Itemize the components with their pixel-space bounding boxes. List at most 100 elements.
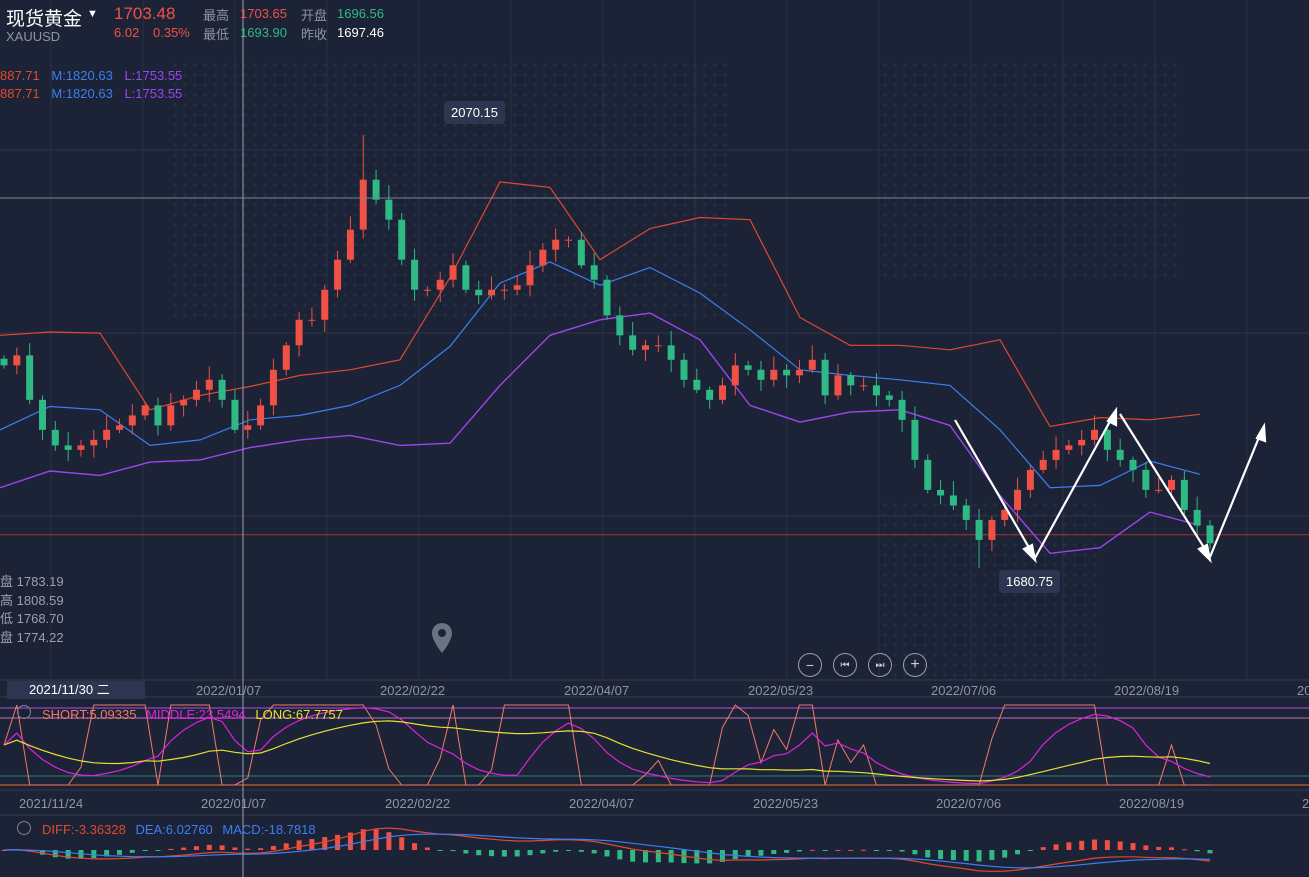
- macd-histogram-bar: [1181, 849, 1187, 851]
- macd-histogram-bar: [258, 848, 264, 850]
- candle-body: [334, 259, 342, 290]
- zoom-in-button[interactable]: +: [903, 653, 927, 677]
- candle-body: [488, 289, 496, 296]
- indicator-panel: [0, 704, 1309, 786]
- candle-body: [141, 405, 149, 416]
- boll-mid-value: M:1820.63: [51, 68, 113, 83]
- candle-body: [783, 369, 791, 376]
- macd-histogram-bar: [886, 850, 892, 851]
- zoom-out-button[interactable]: −: [798, 653, 822, 677]
- x-tick: 2022/07/06: [936, 796, 1002, 811]
- candle-body: [590, 265, 598, 280]
- candle-body: [975, 519, 983, 540]
- candle-body: [231, 399, 239, 430]
- x-tick: 2022/05/23: [748, 683, 814, 698]
- macd-settings-icon[interactable]: [17, 821, 31, 835]
- candle-body: [500, 289, 508, 291]
- candle-body: [346, 229, 354, 260]
- candle-body: [1103, 429, 1111, 450]
- candle-body: [1026, 469, 1034, 490]
- macd-histogram-bar: [373, 829, 379, 850]
- candle-body: [38, 399, 46, 430]
- macd-histogram-bar: [322, 837, 328, 850]
- macd-histogram-bar: [39, 850, 45, 855]
- macd-histogram-bar: [270, 845, 276, 850]
- macd-histogram-bar: [1040, 847, 1046, 850]
- macd-histogram-bar: [771, 850, 777, 854]
- candle-body: [693, 379, 701, 390]
- price-change-pct: 0.35%: [153, 25, 190, 40]
- x-tick: 2022/05/23: [753, 796, 819, 811]
- x-tick: 2022/07/06: [931, 683, 997, 698]
- dea-value: DEA:6.02760: [135, 822, 213, 837]
- macd-histogram-bar: [386, 832, 392, 850]
- macd-histogram-bar: [604, 850, 610, 857]
- candle-body: [1193, 509, 1201, 526]
- high-label: 最高: [203, 9, 230, 24]
- candle-body: [51, 429, 59, 446]
- low-value: 1693.90: [240, 25, 287, 40]
- candle-body: [1014, 489, 1022, 510]
- x-tick: 2022/08/19: [1114, 683, 1180, 698]
- candle-body: [949, 495, 957, 506]
- candle-body: [1065, 445, 1073, 450]
- candle-body: [770, 369, 778, 380]
- candle-body: [552, 239, 560, 250]
- macd-histogram-bar: [873, 850, 879, 851]
- candle-body: [475, 289, 483, 296]
- diff-value: DIFF:-3.36328: [42, 822, 126, 837]
- high-value: 1703.65: [240, 6, 287, 21]
- candle-body: [680, 359, 688, 380]
- candle-body: [90, 439, 98, 446]
- macd-histogram-bar: [463, 850, 469, 854]
- candle-body: [744, 365, 752, 370]
- macd-histogram-bar: [1156, 846, 1162, 850]
- x-tick: 2022/01/07: [196, 683, 262, 698]
- macd-histogram-bar: [1, 850, 7, 851]
- indicator-settings-icon[interactable]: [17, 705, 31, 719]
- open-value: 1696.56: [337, 6, 384, 21]
- candle-body: [757, 369, 765, 380]
- boll-lower-line: [0, 312, 1201, 555]
- macd-histogram-bar: [809, 849, 815, 851]
- ohlc-low: 低 1768.70: [0, 611, 64, 626]
- macd-histogram-bar: [412, 843, 418, 850]
- macd-histogram-bar: [566, 850, 572, 851]
- candle-body: [295, 319, 303, 346]
- instrument-title[interactable]: 现货黄金: [6, 8, 83, 30]
- candle-body: [411, 259, 419, 290]
- candle-body: [885, 395, 893, 400]
- arrow-down-2: [1119, 413, 1211, 558]
- candle-body: [718, 385, 726, 400]
- candle-body: [1039, 459, 1047, 470]
- scroll-end-button[interactable]: ⏭: [868, 653, 892, 677]
- boll-legend-row: 887.71 M:1820.63 L:1753.55: [0, 68, 182, 83]
- candle-body: [629, 335, 637, 350]
- diff-line: [3, 827, 1211, 872]
- macd-histogram-bar: [424, 847, 430, 850]
- dropdown-caret-icon[interactable]: ▼: [87, 8, 98, 20]
- indicator-legend: SHORT:5.09335 MIDDLE:23.5494 LONG:67.775…: [42, 707, 343, 722]
- macd-panel: [1, 827, 1213, 872]
- macd-value: MACD:-18.7818: [222, 822, 316, 837]
- macd-histogram-bar: [335, 834, 341, 850]
- x-tick: 20: [1302, 796, 1309, 811]
- x-tick: 2022/04/07: [569, 796, 635, 811]
- arrow-head: [1022, 543, 1037, 564]
- selected-date-label: 2021/11/30 二: [7, 681, 145, 699]
- map-pin-icon[interactable]: [430, 621, 454, 655]
- macd-histogram-bar: [822, 850, 828, 851]
- candle-body: [860, 385, 868, 387]
- candle-body: [1155, 489, 1163, 491]
- macd-histogram-bar: [861, 849, 867, 851]
- low-label: 最低: [203, 28, 230, 43]
- candle-body: [449, 265, 457, 280]
- macd-histogram-bar: [989, 850, 995, 861]
- crosshair-ohlc-info: 盘 1783.19 高 1808.59 低 1768.70 盘 1774.22: [0, 573, 64, 647]
- scroll-start-button[interactable]: ⏮: [833, 653, 857, 677]
- symbol-code: XAUUSD: [6, 29, 61, 44]
- macd-histogram-bar: [655, 850, 661, 863]
- candle-body: [872, 385, 880, 396]
- long-value: LONG:67.7757: [255, 707, 343, 722]
